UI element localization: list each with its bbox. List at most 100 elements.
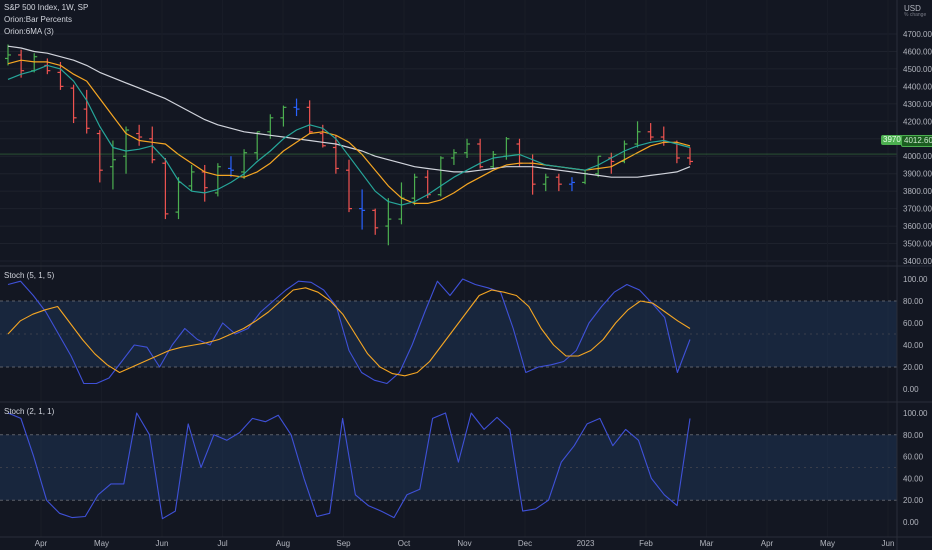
stoch-bands (0, 300, 897, 501)
stoch-2-1-1-plot (7, 412, 691, 520)
stoch-2-k-line (7, 412, 691, 520)
stoch-1-tick-label: 0.00 (903, 385, 919, 394)
stoch-1-legend: Stoch (5, 1, 5) (4, 270, 54, 282)
stoch-2-tick-label: 60.00 (903, 453, 924, 462)
time-tick-label: Oct (398, 539, 411, 548)
price-tick-label: 3700.00 (903, 205, 932, 214)
price-tick-label: 3600.00 (903, 222, 932, 231)
ohlc-bar (280, 105, 287, 127)
time-tick-label: Sep (336, 539, 351, 548)
ohlc-bar (555, 173, 562, 192)
price-tick-label: 4300.00 (903, 100, 932, 109)
stoch-1-tick-label: 20.00 (903, 363, 924, 372)
ohlc-bar (162, 157, 169, 220)
time-axis[interactable]: Apr May Jun Jul Aug Sep Oct Nov Dec 2023 Feb Mar Apr… (35, 539, 895, 548)
stoch-1-tick-label: 80.00 (903, 297, 924, 306)
main-legend: S&P 500 Index, 1W, SP Orion:Bar Percents… (4, 2, 88, 38)
price-tick-label: 4200.00 (903, 117, 932, 126)
time-tick-label: Apr (761, 539, 774, 548)
stoch-1-tick-label: 100.00 (903, 275, 928, 284)
time-tick-label: Apr (35, 539, 48, 548)
ohlc-bar (18, 49, 25, 78)
price-tick-label: 4400.00 (903, 82, 932, 91)
time-tick-label: Feb (639, 539, 653, 548)
stoch-2-label[interactable]: Stoch (2, 1, 1) (4, 407, 55, 416)
ohlc-bar (83, 89, 90, 134)
ohlc-bar (267, 114, 274, 139)
ma-slow-line (7, 45, 691, 178)
stoch-2-tick-label: 0.00 (903, 518, 919, 527)
price-tick-label: 4700.00 (903, 30, 932, 39)
price-tick-label: 3500.00 (903, 240, 932, 249)
stoch-1-label[interactable]: Stoch (5, 1, 5) (4, 271, 55, 280)
price-tick-label: 4000.00 (903, 152, 932, 161)
ohlc-bar (57, 61, 64, 90)
ohlc-bar (136, 124, 143, 146)
ohlc-bar (634, 121, 641, 148)
indicator-bar-percents-label[interactable]: Orion:Bar Percents (4, 15, 73, 24)
stoch-2-tick-label: 20.00 (903, 496, 924, 505)
indicator-6ma-label[interactable]: Orion:6MA (3) (4, 27, 54, 36)
time-tick-label: May (94, 539, 109, 548)
time-tick-label: Aug (276, 539, 290, 548)
price-badge-low: 3970 (881, 135, 903, 145)
stoch-1-band-fill (0, 301, 897, 367)
price-tick-label: 4600.00 (903, 47, 932, 56)
price-tick-label: 3400.00 (903, 257, 932, 266)
ma-fast-line (7, 64, 691, 206)
stoch-1-tick-label: 60.00 (903, 319, 924, 328)
ohlc-bar (595, 155, 602, 178)
ohlc-bar (96, 130, 103, 183)
currency-sublabel: % change (904, 12, 927, 18)
time-tick-label: May (820, 539, 835, 548)
ohlc-bar (188, 164, 195, 192)
ohlc-bar (359, 189, 366, 230)
ohlc-bar (542, 173, 549, 192)
price-tick-label: 3900.00 (903, 170, 932, 179)
ohlc-bar (227, 156, 234, 178)
stoch-1-k-line (7, 278, 691, 385)
ohlc-bar (123, 126, 130, 174)
time-tick-label: Mar (700, 539, 714, 548)
ohlc-bar (214, 163, 221, 197)
stoch-2-band-fill (0, 434, 897, 501)
time-tick-label: Nov (457, 539, 471, 548)
stoch-1-tick-label: 40.00 (903, 341, 924, 350)
price-tick-label: 4500.00 (903, 65, 932, 74)
time-tick-label: Jul (217, 539, 227, 548)
stoch-5-1-5-plot (7, 278, 691, 385)
symbol-title[interactable]: S&P 500 Index, 1W, SP (4, 3, 89, 12)
ohlc-bar (687, 147, 693, 165)
ohlc-bar (647, 123, 654, 141)
ohlc-bar (70, 84, 77, 124)
ohlc-bar (5, 44, 11, 66)
ohlc-bar (109, 140, 116, 190)
ohlc-bar (437, 156, 444, 197)
ohlc-bar (293, 98, 300, 117)
moving-averages (0, 45, 897, 206)
ohlc-bar (346, 159, 352, 213)
ohlc-bar (411, 173, 418, 206)
ohlc-bar (254, 131, 261, 160)
ohlc-bar (332, 135, 339, 174)
stoch-2-tick-label: 100.00 (903, 409, 928, 418)
ohlc-bar (568, 177, 575, 192)
time-tick-label: Jun (882, 539, 895, 548)
time-tick-label: Jun (156, 539, 169, 548)
time-tick-label: 2023 (577, 539, 595, 548)
ohlc-bar (464, 138, 471, 158)
stoch-1-d-line (7, 287, 691, 377)
ohlc-bar (450, 149, 457, 165)
ohlc-bar (372, 208, 379, 235)
price-tick-label: 3800.00 (903, 187, 932, 196)
stoch-2-tick-label: 40.00 (903, 474, 924, 483)
currency-label[interactable]: USD (904, 4, 921, 13)
price-badge-last: 4012.60 (901, 135, 932, 147)
stoch-2-legend: Stoch (2, 1, 1) (4, 406, 54, 418)
time-tick-label: Dec (518, 539, 532, 548)
ohlc-bar (306, 100, 313, 134)
ohlc-bar (149, 126, 156, 164)
stoch-2-tick-label: 80.00 (903, 431, 924, 440)
ohlc-bar (385, 198, 392, 246)
